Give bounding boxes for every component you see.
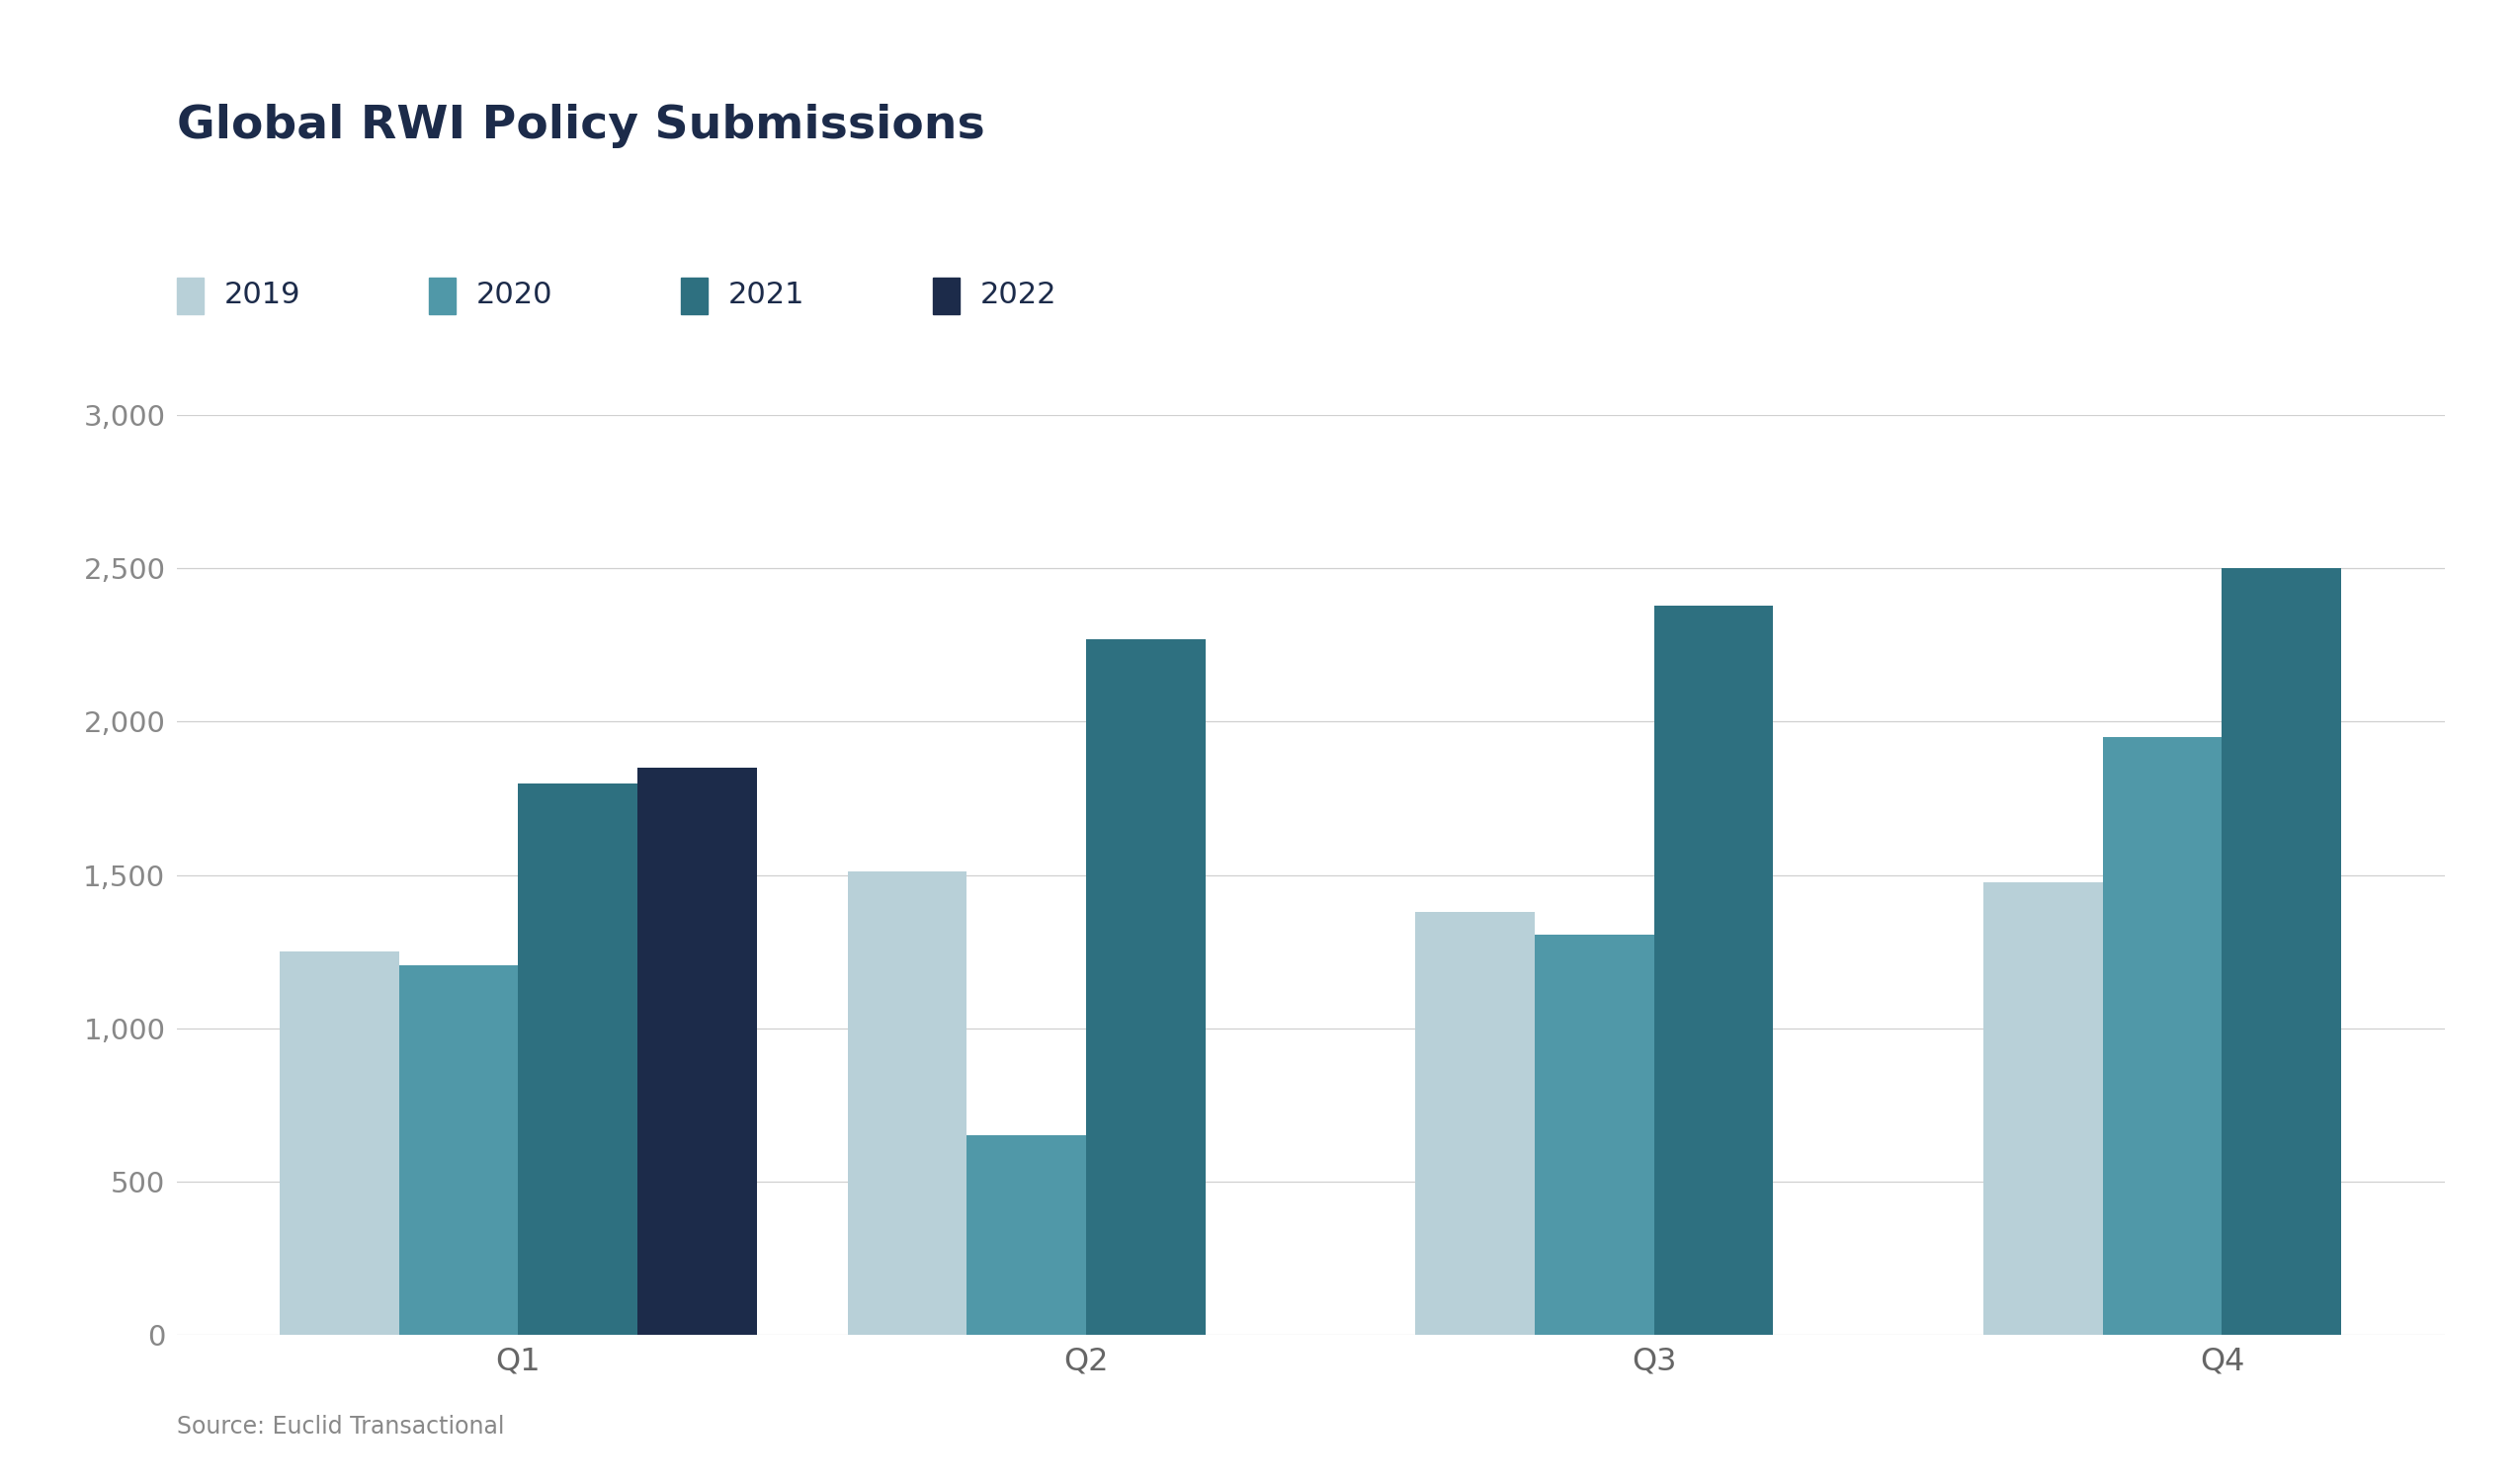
Text: 2021: 2021 <box>728 280 804 310</box>
Text: 2020: 2020 <box>476 280 552 310</box>
Bar <box>519 783 638 1335</box>
Text: Global RWI Policy Submissions: Global RWI Policy Submissions <box>176 104 985 148</box>
Bar <box>2223 568 2341 1335</box>
Bar <box>1086 639 1205 1335</box>
Bar <box>280 952 398 1335</box>
Bar <box>398 965 519 1335</box>
Bar <box>638 768 756 1335</box>
Bar <box>847 872 968 1335</box>
Bar <box>1416 912 1535 1335</box>
Bar <box>968 1136 1086 1335</box>
Bar <box>2102 737 2223 1335</box>
Text: Source: Euclid Transactional: Source: Euclid Transactional <box>176 1415 504 1439</box>
Bar <box>1983 882 2102 1335</box>
Text: 2022: 2022 <box>980 280 1056 310</box>
Bar <box>1535 934 1653 1335</box>
Bar <box>1653 605 1774 1335</box>
Text: 2019: 2019 <box>224 280 300 310</box>
